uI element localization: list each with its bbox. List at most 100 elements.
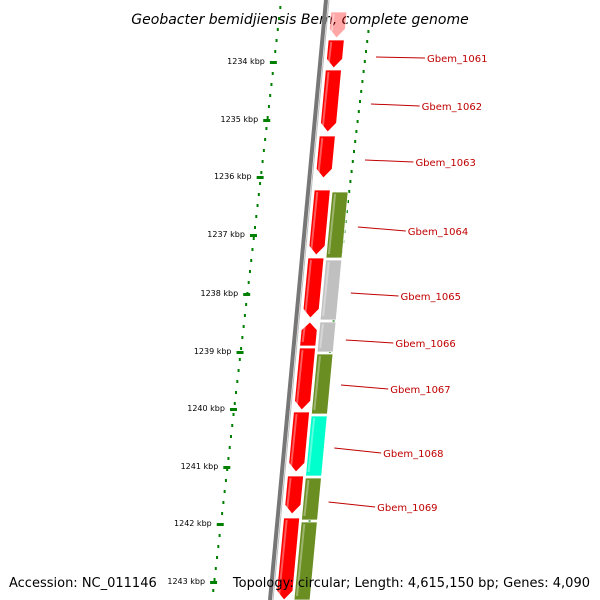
label-leader (370, 103, 420, 107)
scale-dot (250, 259, 253, 262)
scale-label: 1235 kbp (220, 115, 258, 124)
gene-label: Gbem_1067 (390, 385, 450, 396)
gene-label: Gbem_1062 (422, 102, 482, 113)
scale-ticks: 1234 kbp 1235 kbp 1236 kbp 1237 kbp 1238 kbp… (167, 57, 277, 586)
gene-features (276, 11, 349, 600)
scale-dot (222, 501, 225, 504)
scale-dot (279, 6, 282, 9)
gene-highlight (295, 349, 304, 407)
scale-tick (236, 351, 244, 354)
gene-feature (319, 259, 343, 321)
gene-highlight (289, 413, 298, 469)
scale-dot (278, 17, 281, 20)
scale-dot (260, 171, 263, 174)
scale-dot (235, 391, 238, 394)
scale-dot (231, 424, 234, 427)
label-dot (332, 320, 335, 323)
gene-highlight (303, 479, 310, 517)
label-leader (328, 501, 376, 508)
gene-feature (325, 191, 349, 259)
scale-label: 1240 kbp (187, 404, 225, 413)
scale-tick (229, 408, 237, 411)
scale-label: 1237 kbp (207, 230, 245, 239)
gene-feature (326, 39, 345, 69)
gene-feature (284, 475, 305, 515)
gene-highlight (313, 355, 321, 411)
label-dot (348, 190, 351, 193)
label-dot (357, 110, 360, 113)
gene-highlight (327, 41, 333, 65)
scale-label: 1242 kbp (174, 519, 212, 528)
label-dot (356, 120, 359, 123)
gene-highlight (286, 477, 292, 511)
gene-highlight (321, 71, 330, 129)
scale-dot (267, 105, 270, 108)
label-leader (350, 292, 399, 297)
scale-dot (256, 204, 259, 207)
scale-label: 1238 kbp (200, 289, 238, 298)
scale-dot (248, 270, 251, 273)
label-dot (367, 30, 370, 33)
scale-dot (251, 248, 254, 251)
label-dot (359, 100, 361, 103)
scale-dot (254, 226, 257, 229)
scale-tick (210, 581, 218, 584)
scale-dot (259, 182, 262, 185)
scale-dotted-line (212, 6, 282, 592)
label-dot (353, 150, 355, 153)
gene-highlight (310, 191, 319, 252)
gene-feature (320, 69, 342, 133)
gene-highlight (327, 193, 337, 255)
scale-dot (241, 336, 244, 339)
gene-labels: Gbem_1061 Gbem_1062 Gbem_1063 Gbem_1064 Gbem… (377, 54, 487, 514)
genome-backbone (268, 0, 328, 600)
scale-dot (252, 237, 255, 240)
scale-dot (243, 314, 246, 317)
scale-dot (240, 347, 243, 350)
label-dot (351, 160, 354, 163)
gene-feature (328, 11, 348, 39)
scale-label: 1243 kbp (167, 577, 205, 586)
label-dot (350, 170, 353, 173)
label-dot (345, 210, 348, 213)
gene-highlight (317, 137, 324, 175)
label-dot (360, 90, 363, 93)
scale-dot (274, 50, 277, 53)
scale-dot (275, 39, 278, 42)
scale-tick (243, 293, 251, 296)
scale-dot (236, 380, 239, 383)
label-leader (364, 159, 414, 163)
scale-dot (247, 281, 250, 284)
gene-highlight (322, 261, 330, 317)
scale-dot (262, 149, 265, 152)
scale-dot (226, 468, 229, 471)
label-dot (361, 80, 364, 83)
gene-highlight (296, 523, 306, 597)
gene-feature (310, 353, 334, 415)
gene-label: Gbem_1065 (401, 292, 461, 303)
gene-feature (305, 415, 328, 477)
label-leaders (328, 56, 426, 508)
label-dot (363, 60, 366, 63)
map-title: Geobacter bemidjiensis Bem, complete gen… (131, 12, 468, 28)
label-dot (365, 50, 367, 53)
scale-dot (223, 490, 226, 493)
scale-dot (227, 457, 230, 460)
scale-dot (214, 567, 217, 570)
label-dot (355, 130, 358, 133)
scale-label: 1234 kbp (227, 57, 265, 66)
gene-label: Gbem_1061 (427, 54, 487, 65)
accession-text: Accession: NC_011146 (9, 576, 157, 591)
gene-highlight (304, 259, 312, 315)
gene-label: Gbem_1064 (408, 227, 468, 238)
scale-dot (276, 28, 279, 31)
topology-text: Topology: circular; Length: 4,615,150 bp… (232, 576, 590, 591)
scale-dot (257, 193, 260, 196)
scale-dot (271, 72, 274, 75)
scale-dot (238, 358, 241, 361)
scale-dot (255, 215, 258, 218)
label-leader (375, 56, 426, 59)
gene-label: Gbem_1068 (383, 449, 443, 460)
